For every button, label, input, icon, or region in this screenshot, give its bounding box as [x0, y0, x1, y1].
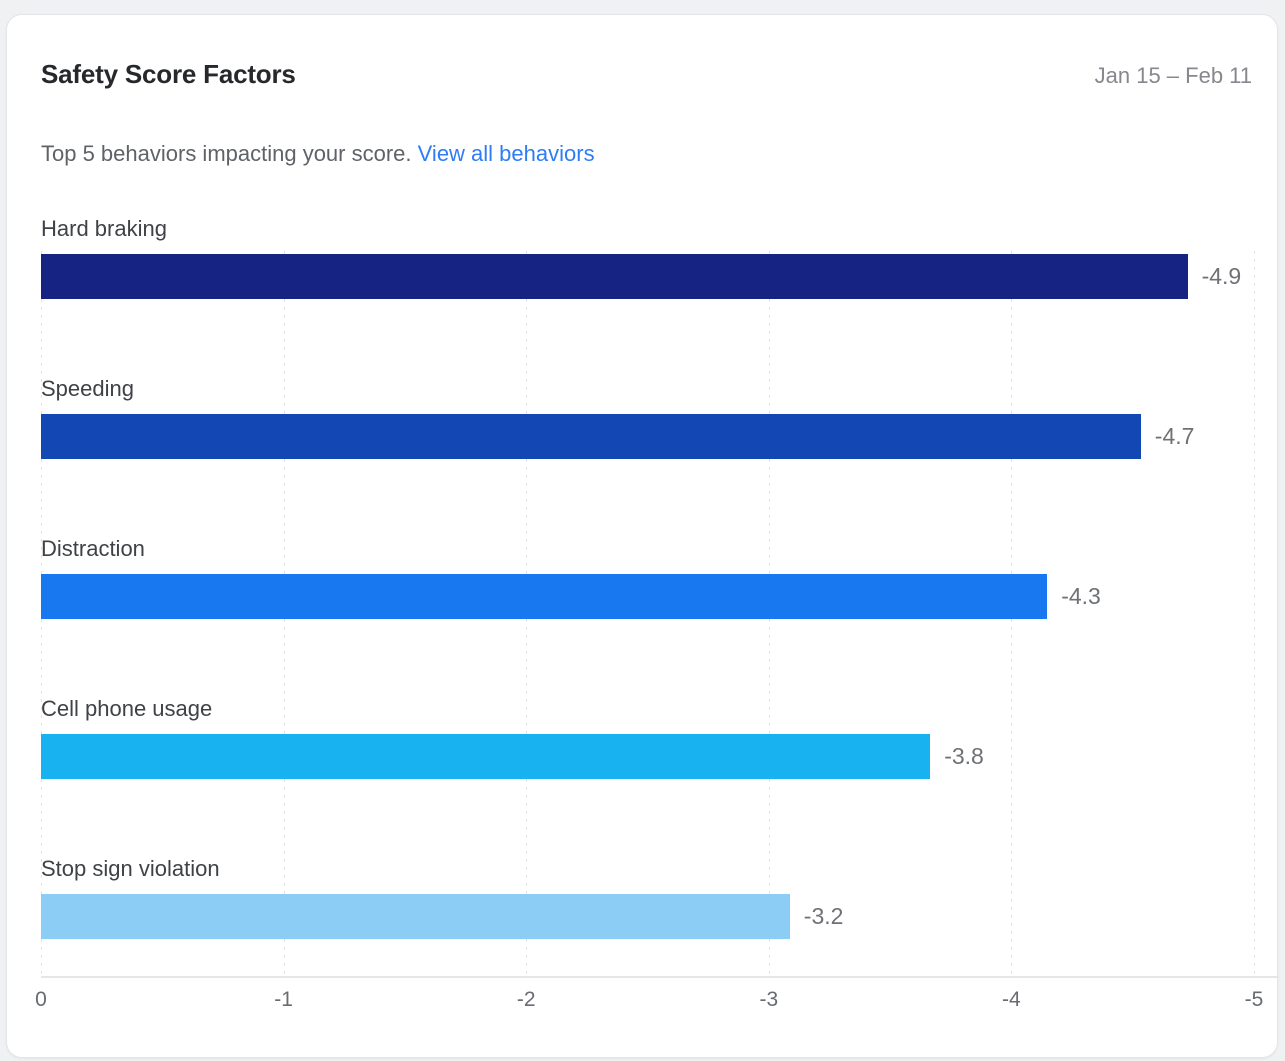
gridline--5 — [1254, 251, 1255, 976]
bar-value: -4.3 — [1061, 583, 1101, 609]
bar-row-distraction: Distraction -4.3 — [41, 536, 1279, 696]
subtitle-text: Top 5 behaviors impacting your score. — [41, 141, 412, 166]
x-axis-tick: 0 — [35, 988, 47, 1011]
bar-row-hard-braking: Hard braking -4.9 — [41, 216, 1279, 376]
x-axis-tick: -5 — [1244, 988, 1264, 1011]
bar[interactable] — [41, 734, 931, 779]
view-all-behaviors-link[interactable]: View all behaviors — [417, 141, 595, 166]
bar-label: Speeding — [41, 376, 134, 401]
bar-value: -4.7 — [1154, 423, 1195, 449]
bar-row-speeding: Speeding -4.7 — [41, 376, 1279, 536]
x-axis-tick: -4 — [1002, 988, 1021, 1011]
x-axis-tick: -3 — [759, 988, 779, 1011]
x-axis-tick: -2 — [516, 988, 536, 1011]
bar-label: Distraction — [41, 536, 145, 561]
bar-value: -3.2 — [803, 903, 844, 929]
bar-row-cell-phone-usage: Cell phone usage -3.8 — [41, 696, 1279, 856]
bar-label: Stop sign violation — [41, 856, 220, 881]
safety-score-card: Safety Score Factors Jan 15 – Feb 11 Top… — [6, 14, 1279, 1058]
page-title: Safety Score Factors — [41, 59, 296, 89]
bar-chart: Hard braking -4.9 Speeding -4.7 Distraction -… — [35, 216, 1279, 1026]
bar-value: -3.8 — [944, 743, 984, 769]
bar-value: -4.9 — [1201, 263, 1242, 289]
card-header: Safety Score Factors Jan 15 – Feb 11 — [41, 59, 1252, 90]
x-axis-line — [41, 976, 1279, 978]
card-subtitle: Top 5 behaviors impacting your score. Vi… — [41, 141, 595, 167]
bar-row-stop-sign-violation: Stop sign violation -3.2 — [41, 856, 1279, 1016]
date-range: Jan 15 – Feb 11 — [1094, 63, 1252, 88]
bar[interactable] — [41, 574, 1048, 619]
bar-label: Cell phone usage — [41, 696, 213, 721]
bar[interactable] — [41, 414, 1141, 459]
bar[interactable] — [41, 894, 790, 939]
bar-label: Hard braking — [41, 216, 167, 241]
bar[interactable] — [41, 254, 1188, 299]
x-axis-tick: -1 — [274, 988, 293, 1011]
